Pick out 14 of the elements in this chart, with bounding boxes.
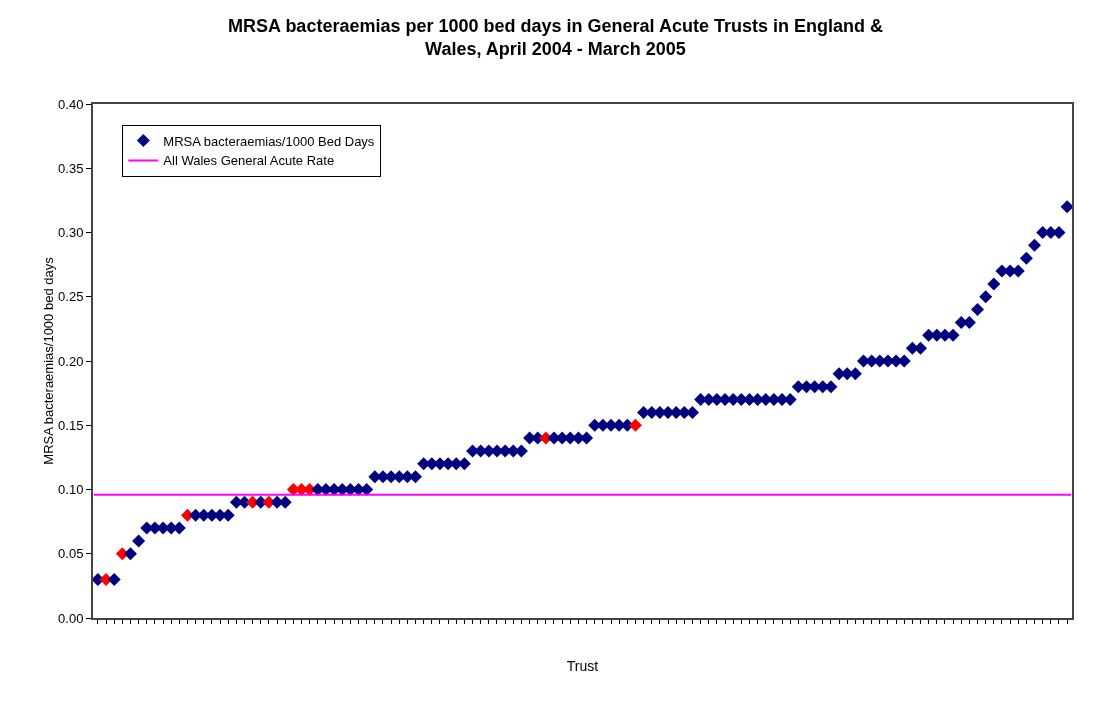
legend-label: MRSA bacteraemias/1000 Bed Days: [163, 133, 375, 149]
y-tick-label: 0.00: [58, 610, 84, 626]
chart-title: MRSA bacteraemias per 1000 bed days in General Acute Trusts in England & Wales, April 2004 - March 2005: [228, 15, 883, 59]
y-tick-label: 0.20: [58, 353, 84, 369]
y-tick-label: 0.15: [58, 417, 84, 433]
y-tick-label: 0.25: [58, 289, 84, 305]
x-axis-title: Trust: [566, 658, 599, 674]
y-axis-title: MRSA bacteraemias/1000 bed days: [41, 256, 57, 465]
y-tick-label: 0.40: [58, 96, 84, 112]
y-tick-label: 0.05: [58, 546, 84, 562]
y-tick-label: 0.10: [58, 482, 84, 498]
y-tick-label: 0.35: [58, 160, 84, 176]
y-tick-label: 0.30: [58, 225, 84, 241]
legend-label: All Wales General Acute Rate: [163, 153, 335, 169]
